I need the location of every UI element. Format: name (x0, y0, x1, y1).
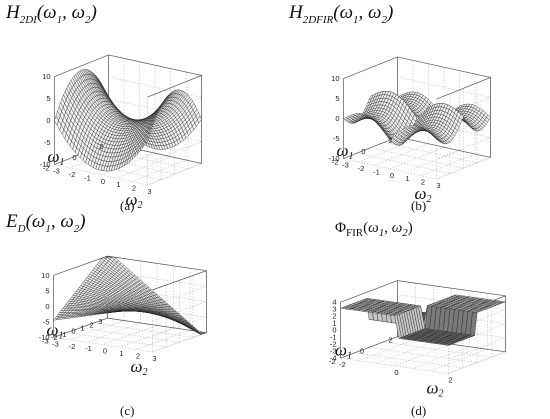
x-axis-label: ω2 (427, 378, 444, 399)
x-tick-label: 3 (147, 187, 151, 196)
z-tick-label: 10 (331, 74, 339, 83)
y-tick-label: 0 (360, 346, 364, 355)
x-tick-label: -1 (373, 167, 380, 176)
z-tick-label: 0 (45, 302, 49, 311)
x-tick-label: 0 (103, 347, 107, 356)
x-tick-label: 1 (119, 349, 123, 358)
surface-mesh (344, 91, 491, 145)
x-tick-label: -2 (69, 170, 76, 179)
y-tick-label: 2 (99, 142, 103, 151)
z-tick-label: 0 (335, 114, 339, 123)
panel-c-caption: (c) (120, 403, 134, 419)
y-axis-label: ω1 (48, 147, 65, 168)
z-tick-label: 0 (46, 116, 50, 125)
x-tick-label: -1 (84, 173, 91, 182)
x-tick-label: 1 (116, 180, 120, 189)
z-tick-label: 5 (46, 94, 50, 103)
y-tick-label: 3 (98, 317, 102, 326)
x-tick-label: -2 (69, 342, 76, 351)
y-tick-label: 0 (71, 327, 75, 336)
x-tick-label: 2 (448, 375, 452, 384)
y-tick-label: 1 (80, 324, 84, 333)
y-axis-label: ω1 (47, 321, 64, 342)
x-tick-label: 1 (405, 174, 409, 183)
x-tick-label: -1 (85, 344, 92, 353)
surface-mesh (54, 256, 207, 334)
x-tick-label: 0 (394, 368, 398, 377)
z-tick-label: -5 (44, 138, 51, 147)
x-tick-label: -2 (358, 164, 365, 173)
y-tick-label: 0 (72, 153, 76, 162)
x-tick-label: -3 (53, 167, 60, 176)
x-tick-label: 0 (390, 171, 394, 180)
y-axis-label: ω1 (337, 141, 354, 162)
z-tick-label: 5 (45, 286, 49, 295)
x-tick-label: 3 (436, 181, 440, 190)
y-tick-label: 2 (89, 320, 93, 329)
x-tick-label: -2 (339, 360, 346, 369)
z-tick-label: 10 (41, 271, 49, 280)
z-tick-label: 10 (42, 72, 50, 81)
x-tick-label: 3 (152, 354, 156, 363)
x-tick-label: 0 (101, 177, 105, 186)
z-tick-label: 5 (335, 94, 339, 103)
y-axis-label: ω1 (335, 340, 352, 361)
x-tick-label: -3 (342, 161, 349, 170)
panel-d-caption: (d) (411, 403, 426, 419)
y-tick-label: 2 (388, 336, 392, 345)
y-tick-label: 2 (388, 136, 392, 145)
x-axis-label: ω2 (131, 357, 148, 378)
y-tick-label: 0 (361, 147, 365, 156)
